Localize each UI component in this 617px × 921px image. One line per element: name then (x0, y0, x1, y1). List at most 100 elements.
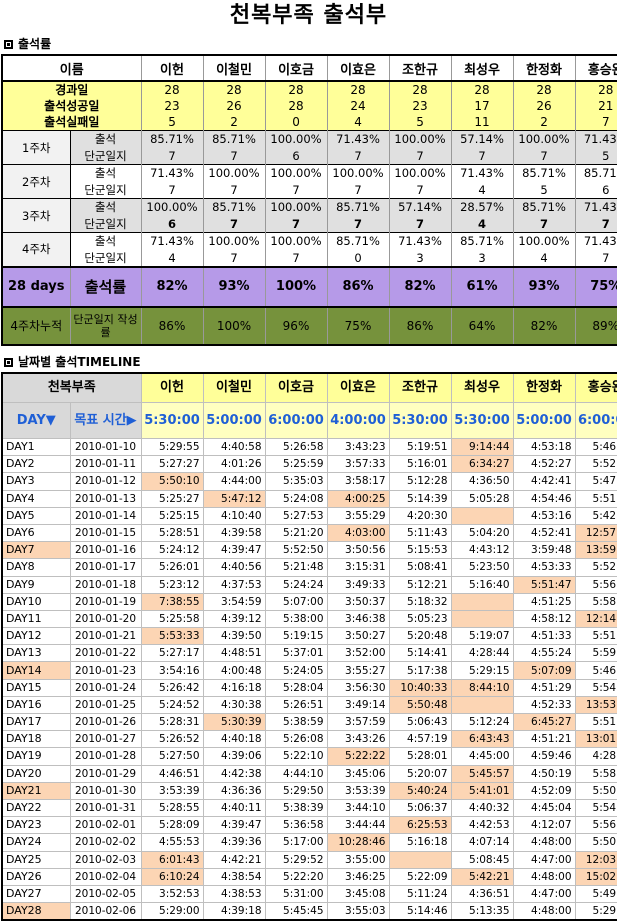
check-in-time: 4:52:33 (513, 696, 575, 713)
date-cell: 2010-02-01 (70, 817, 141, 834)
check-in-time: 5:51:00 (575, 714, 617, 731)
check-in-time: 6:45:27 (513, 714, 575, 731)
check-in-time: 5:23:12 (141, 576, 203, 593)
member-name-header: 홍승완 (575, 55, 617, 81)
check-in-time: 5:47:42 (575, 473, 617, 490)
week-label: 1주차 (2, 131, 70, 165)
check-in-time: 10:28:46 (327, 834, 389, 851)
check-in-time: 4:51:21 (513, 731, 575, 748)
check-in-time: 5:24:05 (265, 662, 327, 679)
attend-rate: 85.71% (327, 199, 389, 216)
journal-count: 3 (451, 250, 513, 267)
check-in-time: 5:24:12 (141, 542, 203, 559)
check-in-time: 4:58:12 (513, 610, 575, 627)
check-in-time: 5:26:51 (265, 696, 327, 713)
check-in-time: 5:54:00 (575, 799, 617, 816)
attend-sublabel: 출석 (70, 131, 141, 148)
attend-rate: 100.00% (203, 165, 265, 182)
attend-rate: 85.71% (203, 131, 265, 148)
date-cell: 2010-02-05 (70, 885, 141, 902)
day-label: DAY8 (2, 559, 70, 576)
summary-value: 4 (327, 114, 389, 131)
member-name-header: 이철민 (203, 55, 265, 81)
date-cell: 2010-02-03 (70, 851, 141, 868)
check-in-time: 5:26:08 (265, 731, 327, 748)
journal-count: 4 (451, 182, 513, 199)
check-in-time: 4:39:12 (203, 610, 265, 627)
check-in-time: 4:39:36 (203, 834, 265, 851)
target-time: 4:00:00 (327, 403, 389, 439)
day-label: DAY6 (2, 524, 70, 541)
check-in-time: 3:56:30 (327, 679, 389, 696)
journal-count: 7 (327, 216, 389, 233)
date-cell: 2010-02-04 (70, 868, 141, 885)
journal-count: 7 (141, 182, 203, 199)
attend-rate: 71.43% (141, 165, 203, 182)
check-in-time: 4:42:21 (203, 851, 265, 868)
check-in-time: 5:06:43 (389, 714, 451, 731)
member-name-header: 이헌 (141, 373, 203, 403)
check-in-time: 3:57:33 (327, 456, 389, 473)
journal-sublabel: 단군일지 (70, 182, 141, 199)
summary-value: 28 (389, 81, 451, 98)
check-in-time: 6:25:53 (389, 817, 451, 834)
check-in-time: 4:55:53 (141, 834, 203, 851)
check-in-time: 4:40:56 (203, 559, 265, 576)
day-label: DAY28 (2, 903, 70, 921)
summary-value: 28 (513, 81, 575, 98)
check-in-time: 5:45:45 (265, 903, 327, 921)
journal-count: 5 (575, 148, 617, 165)
attendance-rate-value: 61% (451, 267, 513, 307)
journal-rate-value: 89% (575, 307, 617, 345)
member-name-header: 이호금 (265, 55, 327, 81)
check-in-time: 4:59:46 (513, 748, 575, 765)
check-in-time: 3:55:03 (327, 903, 389, 921)
section-attendance-label: 출석률 (18, 37, 51, 51)
member-name-header: 최성우 (451, 55, 513, 81)
check-in-time: 4:48:51 (203, 645, 265, 662)
check-in-time: 5:29:00 (141, 903, 203, 921)
check-in-time: 4:42:38 (203, 765, 265, 782)
attend-sublabel: 출석 (70, 233, 141, 250)
check-in-time: 4:36:36 (203, 782, 265, 799)
summary-value: 7 (575, 114, 617, 131)
check-in-time: 4:54:46 (513, 490, 575, 507)
attend-rate: 85.71% (575, 165, 617, 182)
check-in-time: 5:47:12 (203, 490, 265, 507)
journal-rate-value: 100% (203, 307, 265, 345)
attend-rate: 85.71% (141, 131, 203, 148)
check-in-time: 4:51:33 (513, 628, 575, 645)
check-in-time: 5:35:03 (265, 473, 327, 490)
target-time-label: 목표 시간▶ (70, 403, 141, 439)
attend-rate: 71.43% (389, 233, 451, 250)
check-in-time: 5:58:00 (575, 593, 617, 610)
check-in-time: 3:50:27 (327, 628, 389, 645)
check-in-time: 4:52:09 (513, 782, 575, 799)
check-in-time: 5:29:52 (265, 851, 327, 868)
week-label: 2주차 (2, 165, 70, 199)
check-in-time: 5:22:20 (265, 868, 327, 885)
check-in-time: 12:03:19 (575, 851, 617, 868)
journal-sublabel: 단군일지 (70, 216, 141, 233)
check-in-time: 5:22:10 (265, 748, 327, 765)
check-in-time: 6:34:27 (451, 456, 513, 473)
attend-rate: 85.71% (203, 199, 265, 216)
date-cell: 2010-01-28 (70, 748, 141, 765)
check-in-time: 4:12:07 (513, 817, 575, 834)
summary-value: 23 (141, 98, 203, 114)
check-in-time: 5:51:00 (575, 628, 617, 645)
member-name-header: 이헌 (141, 55, 203, 81)
attendance-rate-table: 이름이헌이철민이호금이효은조한규최성우한정화홍승완경과일282828282828… (1, 54, 617, 346)
journal-count: 7 (141, 148, 203, 165)
attend-rate: 100.00% (389, 131, 451, 148)
attendance-rate-value: 100% (265, 267, 327, 307)
check-in-time: 6:01:43 (141, 851, 203, 868)
check-in-time: 4:36:50 (451, 473, 513, 490)
check-in-time: 3:15:31 (327, 559, 389, 576)
check-in-time: 5:50:00 (575, 834, 617, 851)
check-in-time: 5:26:52 (141, 731, 203, 748)
check-in-time: 4:44:10 (265, 765, 327, 782)
check-in-time: 3:50:56 (327, 542, 389, 559)
journal-rate-value: 86% (389, 307, 451, 345)
check-in-time: 4:48:00 (513, 868, 575, 885)
